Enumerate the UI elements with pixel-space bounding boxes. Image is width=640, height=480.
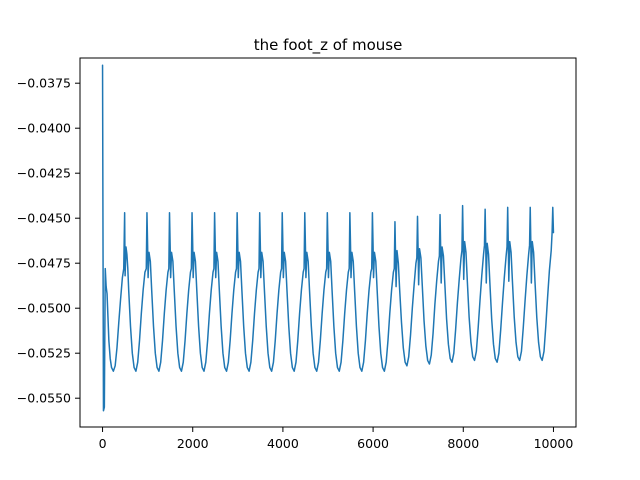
- series-line: [101, 64, 555, 412]
- x-tick-label: 0: [99, 436, 107, 451]
- y-tick-label: −0.0425: [17, 166, 71, 181]
- y-tick-label: −0.0400: [17, 121, 71, 136]
- y-axis: −0.0375 −0.0400 −0.0425 −0.0450 −0.0475 −0.05…: [17, 76, 80, 406]
- y-tick-label: −0.0500: [17, 301, 71, 316]
- x-tick-label: 6000: [357, 436, 389, 451]
- y-tick-label: −0.0550: [17, 391, 71, 406]
- x-tick-label: 2000: [177, 436, 209, 451]
- plot-area: 0 2000 4000 6000 8000 10000 −0.0375−0.0400−0.…: [17, 57, 577, 451]
- x-tick-label: 8000: [447, 436, 479, 451]
- y-tick-label: −0.0475: [17, 256, 71, 271]
- x-axis: 0 2000 4000 6000 8000 10000: [99, 427, 574, 451]
- chart-title: the foot_z of mouse: [254, 36, 403, 55]
- y-tick-label: −0.0450: [17, 211, 71, 226]
- y-tick-label: −0.0525: [17, 346, 71, 361]
- x-tick-label: 10000: [534, 436, 574, 451]
- x-tick-label: 4000: [267, 436, 299, 451]
- y-tick-label: −0.0375: [17, 76, 71, 91]
